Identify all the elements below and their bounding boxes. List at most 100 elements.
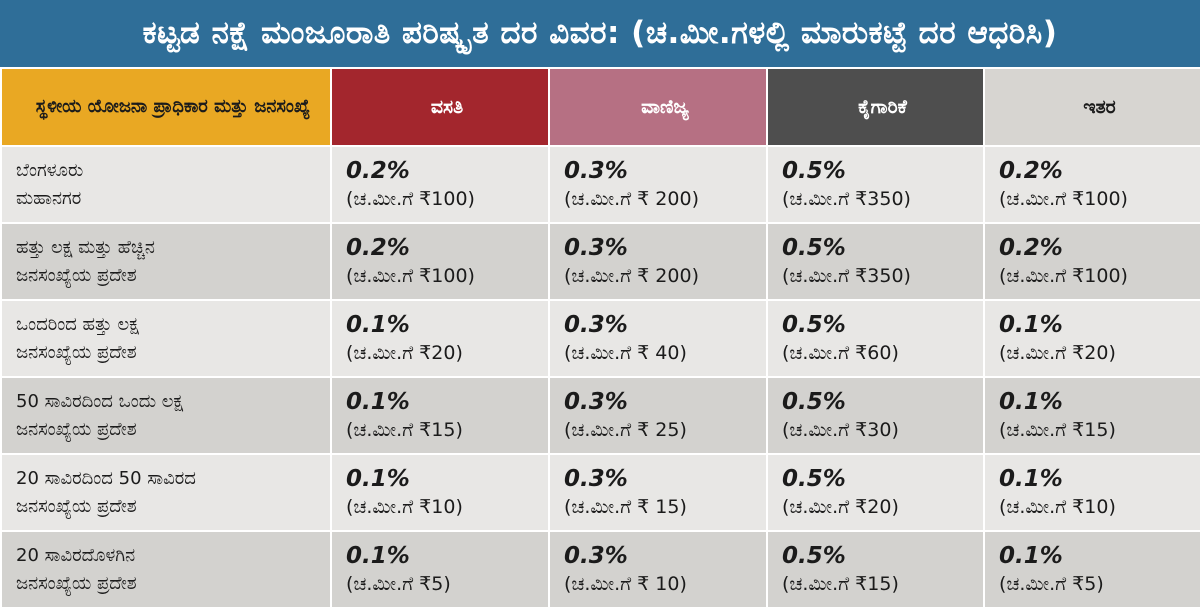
other-cell: 0.1% (ಚ.ಮೀ.ಗೆ ₹5): [983, 530, 1200, 609]
table-row: 50 ಸಾವಿರದಿಂದ ಒಂದು ಲಕ್ಷ ಜನಸಂಖ್ಯೆಯ ಪ್ರದೇಶ …: [0, 376, 1200, 455]
row-label-line: 20 ಸಾವಿರದಿಂದ 50 ಸಾವಿರದ: [16, 467, 196, 489]
rate-percent: 0.5%: [782, 542, 846, 569]
commercial-cell: 0.3% (ಚ.ಮೀ.ಗೆ ₹ 10): [548, 530, 768, 609]
row-label: 20 ಸಾವಿರದಿಂದ 50 ಸಾವಿರದ ಜನಸಂಖ್ಯೆಯ ಪ್ರದೇಶ: [0, 453, 332, 532]
row-label-line: ಜನಸಂಖ್ಯೆಯ ಪ್ರದೇಶ: [16, 264, 137, 286]
rate-percent: 0.1%: [346, 311, 410, 338]
header-row: ಸ್ಥಳೀಯ ಯೋಜನಾ ಪ್ರಾಧಿಕಾರ ಮತ್ತು ಜನಸಂಖ್ಯೆ ವಸ…: [0, 67, 1200, 147]
rate-percent: 0.3%: [564, 388, 628, 415]
rate-percent: 0.5%: [782, 465, 846, 492]
rate-percent: 0.5%: [782, 388, 846, 415]
table-row: 20 ಸಾವಿರದೊಳಗಿನ ಜನಸಂಖ್ಯೆಯ ಪ್ರದೇಶ 0.1% (ಚ.ಮ…: [0, 530, 1200, 609]
rate-percent: 0.3%: [564, 311, 628, 338]
rates-table: ಸ್ಥಳೀಯ ಯೋಜನಾ ಪ್ರಾಧಿಕಾರ ಮತ್ತು ಜನಸಂಖ್ಯೆ ವಸ…: [0, 67, 1200, 609]
row-label-line: 20 ಸಾವಿರದೊಳಗಿನ: [16, 544, 136, 566]
residential-cell: 0.1% (ಚ.ಮೀ.ಗೆ ₹15): [330, 376, 550, 455]
residential-cell: 0.2% (ಚ.ಮೀ.ಗೆ ₹100): [330, 222, 550, 301]
rate-percent: 0.1%: [999, 542, 1063, 569]
rate-amount: (ಚ.ಮೀ.ಗೆ ₹ 200): [564, 264, 699, 287]
rate-amount: (ಚ.ಮೀ.ಗೆ ₹350): [782, 187, 911, 210]
row-label-line: ಜನಸಂಖ್ಯೆಯ ಪ್ರದೇಶ: [16, 418, 137, 440]
rate-amount: (ಚ.ಮೀ.ಗೆ ₹20): [999, 341, 1116, 364]
rate-percent: 0.3%: [564, 465, 628, 492]
rate-amount: (ಚ.ಮೀ.ಗೆ ₹15): [999, 418, 1116, 441]
industrial-cell: 0.5% (ಚ.ಮೀ.ಗೆ ₹60): [766, 299, 985, 378]
rate-amount: (ಚ.ಮೀ.ಗೆ ₹100): [346, 264, 475, 287]
row-label-line: ಒಂದರಿಂದ ಹತ್ತು ಲಕ್ಷ: [16, 313, 139, 335]
rate-percent: 0.2%: [999, 157, 1063, 184]
rate-percent: 0.1%: [999, 388, 1063, 415]
row-label-line: ಹತ್ತು ಲಕ್ಷ ಮತ್ತು ಹೆಚ್ಚಿನ: [16, 236, 155, 258]
row-label: ಒಂದರಿಂದ ಹತ್ತು ಲಕ್ಷ ಜನಸಂಖ್ಯೆಯ ಪ್ರದೇಶ: [0, 299, 332, 378]
rate-amount: (ಚ.ಮೀ.ಗೆ ₹15): [782, 572, 899, 595]
row-label: ಹತ್ತು ಲಕ್ಷ ಮತ್ತು ಹೆಚ್ಚಿನ ಜನಸಂಖ್ಯೆಯ ಪ್ರದೇ…: [0, 222, 332, 301]
rate-percent: 0.1%: [999, 311, 1063, 338]
table-row: ಒಂದರಿಂದ ಹತ್ತು ಲಕ್ಷ ಜನಸಂಖ್ಯೆಯ ಪ್ರದೇಶ 0.1%…: [0, 299, 1200, 378]
row-label-line: ಜನಸಂಖ್ಯೆಯ ಪ್ರದೇಶ: [16, 495, 137, 517]
residential-cell: 0.1% (ಚ.ಮೀ.ಗೆ ₹10): [330, 453, 550, 532]
rate-percent: 0.5%: [782, 311, 846, 338]
table-row: ಬೆಂಗಳೂರು ಮಹಾನಗರ 0.2% (ಚ.ಮೀ.ಗೆ ₹100) 0.3% (…: [0, 145, 1200, 224]
commercial-cell: 0.3% (ಚ.ಮೀ.ಗೆ ₹ 25): [548, 376, 768, 455]
industrial-cell: 0.5% (ಚ.ಮೀ.ಗೆ ₹20): [766, 453, 985, 532]
rate-amount: (ಚ.ಮೀ.ಗೆ ₹10): [999, 495, 1116, 518]
rate-amount: (ಚ.ಮೀ.ಗೆ ₹350): [782, 264, 911, 287]
rate-amount: (ಚ.ಮೀ.ಗೆ ₹20): [346, 341, 463, 364]
rate-percent: 0.5%: [782, 234, 846, 261]
other-cell: 0.2% (ಚ.ಮೀ.ಗೆ ₹100): [983, 145, 1200, 224]
header-residential: ವಸತಿ: [330, 67, 550, 147]
other-cell: 0.2% (ಚ.ಮೀ.ಗೆ ₹100): [983, 222, 1200, 301]
rate-amount: (ಚ.ಮೀ.ಗೆ ₹100): [999, 264, 1128, 287]
row-label: ಬೆಂಗಳೂರು ಮಹಾನಗರ: [0, 145, 332, 224]
table-row: 20 ಸಾವಿರದಿಂದ 50 ಸಾವಿರದ ಜನಸಂಖ್ಯೆಯ ಪ್ರದೇಶ …: [0, 453, 1200, 532]
table-title: ಕಟ್ಟಡ ನಕ್ಷೆ ಮಂಜೂರಾತಿ ಪರಿಷ್ಕೃತ ದರ ವಿವರ: (…: [0, 0, 1200, 67]
row-label: 50 ಸಾವಿರದಿಂದ ಒಂದು ಲಕ್ಷ ಜನಸಂಖ್ಯೆಯ ಪ್ರದೇಶ: [0, 376, 332, 455]
commercial-cell: 0.3% (ಚ.ಮೀ.ಗೆ ₹ 40): [548, 299, 768, 378]
rate-amount: (ಚ.ಮೀ.ಗೆ ₹100): [346, 187, 475, 210]
industrial-cell: 0.5% (ಚ.ಮೀ.ಗೆ ₹350): [766, 145, 985, 224]
rate-percent: 0.5%: [782, 157, 846, 184]
row-label-line: ಜನಸಂಖ್ಯೆಯ ಪ್ರದೇಶ: [16, 341, 137, 363]
rate-percent: 0.3%: [564, 234, 628, 261]
rate-percent: 0.1%: [999, 465, 1063, 492]
row-label-line: ಜನಸಂಖ್ಯೆಯ ಪ್ರದೇಶ: [16, 572, 137, 594]
rate-amount: (ಚ.ಮೀ.ಗೆ ₹5): [999, 572, 1104, 595]
rate-percent: 0.3%: [564, 542, 628, 569]
rate-amount: (ಚ.ಮೀ.ಗೆ ₹5): [346, 572, 451, 595]
row-label-line: ಬೆಂಗಳೂರು: [16, 159, 84, 181]
rate-amount: (ಚ.ಮೀ.ಗೆ ₹ 40): [564, 341, 687, 364]
residential-cell: 0.2% (ಚ.ಮೀ.ಗೆ ₹100): [330, 145, 550, 224]
row-label-line: 50 ಸಾವಿರದಿಂದ ಒಂದು ಲಕ್ಷ: [16, 390, 184, 412]
row-label: 20 ಸಾವಿರದೊಳಗಿನ ಜನಸಂಖ್ಯೆಯ ಪ್ರದೇಶ: [0, 530, 332, 609]
rate-amount: (ಚ.ಮೀ.ಗೆ ₹30): [782, 418, 899, 441]
rate-amount: (ಚ.ಮೀ.ಗೆ ₹ 10): [564, 572, 687, 595]
rate-percent: 0.2%: [999, 234, 1063, 261]
header-industrial: ಕೈಗಾರಿಕೆ: [766, 67, 985, 147]
rate-amount: (ಚ.ಮೀ.ಗೆ ₹10): [346, 495, 463, 518]
industrial-cell: 0.5% (ಚ.ಮೀ.ಗೆ ₹30): [766, 376, 985, 455]
header-other: ಇತರ: [983, 67, 1200, 147]
other-cell: 0.1% (ಚ.ಮೀ.ಗೆ ₹10): [983, 453, 1200, 532]
rate-amount: (ಚ.ಮೀ.ಗೆ ₹ 25): [564, 418, 687, 441]
residential-cell: 0.1% (ಚ.ಮೀ.ಗೆ ₹5): [330, 530, 550, 609]
commercial-cell: 0.3% (ಚ.ಮೀ.ಗೆ ₹ 200): [548, 222, 768, 301]
rate-amount: (ಚ.ಮೀ.ಗೆ ₹100): [999, 187, 1128, 210]
rate-amount: (ಚ.ಮೀ.ಗೆ ₹20): [782, 495, 899, 518]
rate-amount: (ಚ.ಮೀ.ಗೆ ₹60): [782, 341, 899, 364]
table-row: ಹತ್ತು ಲಕ್ಷ ಮತ್ತು ಹೆಚ್ಚಿನ ಜನಸಂಖ್ಯೆಯ ಪ್ರದೇ…: [0, 222, 1200, 301]
rate-amount: (ಚ.ಮೀ.ಗೆ ₹ 15): [564, 495, 687, 518]
header-commercial: ವಾಣಿಜ್ಯ: [548, 67, 768, 147]
rate-percent: 0.1%: [346, 465, 410, 492]
other-cell: 0.1% (ಚ.ಮೀ.ಗೆ ₹20): [983, 299, 1200, 378]
rate-percent: 0.2%: [346, 234, 410, 261]
rate-percent: 0.3%: [564, 157, 628, 184]
rate-percent: 0.1%: [346, 542, 410, 569]
row-label-line: ಮಹಾನಗರ: [16, 187, 82, 209]
rate-percent: 0.2%: [346, 157, 410, 184]
rate-percent: 0.1%: [346, 388, 410, 415]
header-authority: ಸ್ಥಳೀಯ ಯೋಜನಾ ಪ್ರಾಧಿಕಾರ ಮತ್ತು ಜನಸಂಖ್ಯೆ: [0, 67, 332, 147]
industrial-cell: 0.5% (ಚ.ಮೀ.ಗೆ ₹15): [766, 530, 985, 609]
rate-amount: (ಚ.ಮೀ.ಗೆ ₹ 200): [564, 187, 699, 210]
commercial-cell: 0.3% (ಚ.ಮೀ.ಗೆ ₹ 200): [548, 145, 768, 224]
